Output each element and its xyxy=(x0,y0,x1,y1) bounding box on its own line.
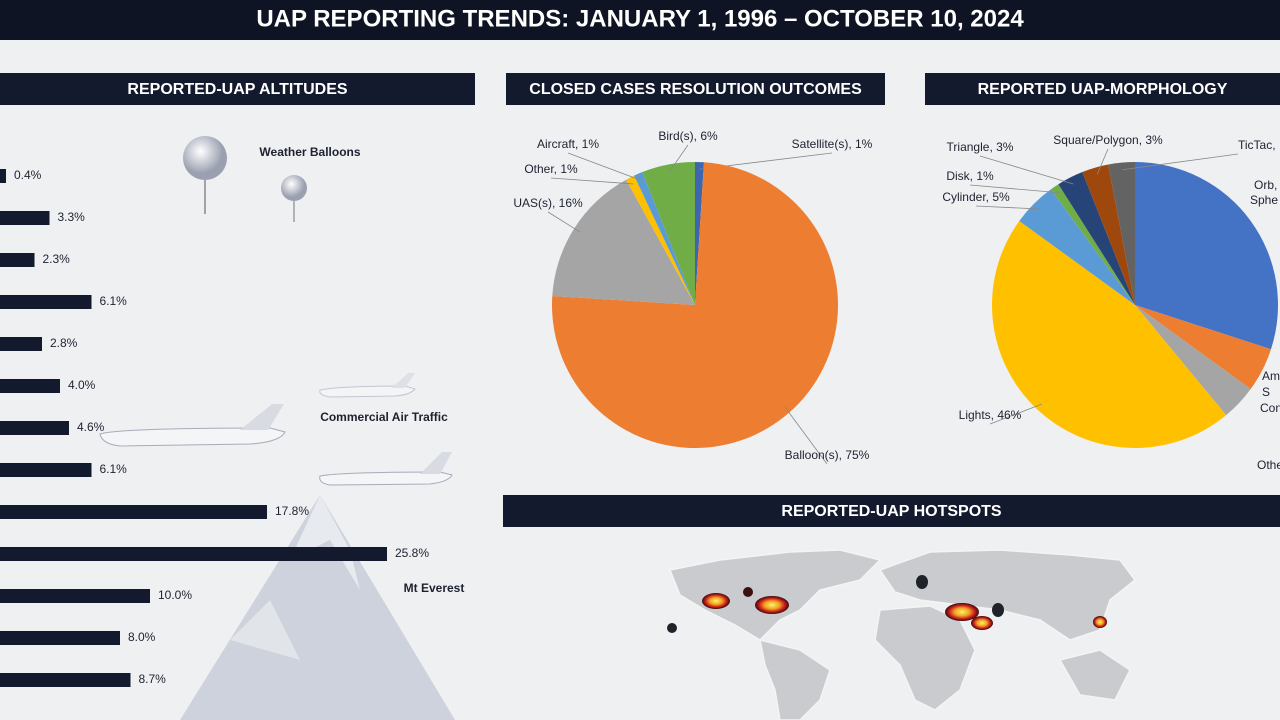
pie-slice xyxy=(1135,305,1272,390)
value-label: 17.8% xyxy=(275,504,309,518)
annotation: S xyxy=(1262,385,1270,399)
panel-title: REPORTED UAP-MORPHOLOGY xyxy=(978,81,1228,98)
bar xyxy=(0,295,92,309)
bar xyxy=(0,589,150,603)
slice-label: Balloon(s), 75% xyxy=(785,448,870,462)
slice-label: Bird(s), 6% xyxy=(658,129,718,143)
pie-slice xyxy=(634,172,695,305)
leader-line xyxy=(669,144,689,172)
slice-label: UAS(s), 16% xyxy=(513,196,583,210)
panel-header xyxy=(503,495,1280,527)
panel-title: CLOSED CASES RESOLUTION OUTCOMES xyxy=(529,81,862,98)
value-label: 8.7% xyxy=(139,672,167,686)
value-label: 8.0% xyxy=(128,630,156,644)
leader-line xyxy=(1122,153,1239,171)
bar xyxy=(0,211,50,225)
value-label: 25.8% xyxy=(395,546,429,560)
bar xyxy=(0,463,92,477)
slice-label: TicTac, xyxy=(1238,138,1276,152)
leader-line xyxy=(567,152,642,181)
bar xyxy=(0,169,6,183)
pie-slice xyxy=(1135,162,1279,350)
annotation: Con xyxy=(1260,401,1280,415)
pie-slice xyxy=(552,162,838,449)
value-label: 4.0% xyxy=(68,378,96,392)
pie-slice xyxy=(626,175,695,305)
value-label: 4.6% xyxy=(77,420,105,434)
leader-line xyxy=(989,403,1043,425)
slice-label: Aircraft, 1% xyxy=(537,137,599,151)
bar xyxy=(0,421,69,435)
pie-slice xyxy=(642,162,695,305)
leader-line xyxy=(969,184,1059,194)
world-map xyxy=(668,549,1137,720)
slice-label: Square/Polygon, 3% xyxy=(1053,133,1163,147)
slice-label: Lights, 46% xyxy=(959,408,1022,422)
panel-header xyxy=(0,73,475,105)
slice-label: Disk, 1% xyxy=(946,169,994,183)
page-title: UAP REPORTING TRENDS: JANUARY 1, 1996 – … xyxy=(256,5,1024,32)
leader-line xyxy=(979,155,1074,185)
pie-slice xyxy=(1108,162,1135,305)
pie-slice xyxy=(695,162,704,305)
title-bar xyxy=(0,0,1280,40)
leader-line xyxy=(550,177,634,185)
slice-label: Satellite(s), 1% xyxy=(792,137,873,151)
annotation: Mt Everest xyxy=(404,581,465,595)
value-label: 0.4% xyxy=(14,168,42,182)
hotspots xyxy=(667,575,1107,633)
bar xyxy=(0,547,387,561)
slice-label: Other, 1% xyxy=(524,162,578,176)
pie-slice xyxy=(1082,164,1135,305)
pie-slice xyxy=(1058,172,1135,305)
annotation: Sphe xyxy=(1250,193,1278,207)
value-label: 2.8% xyxy=(50,336,78,350)
annotation: Othe xyxy=(1257,458,1280,472)
panel-title: REPORTED-UAP ALTITUDES xyxy=(127,81,347,98)
pie-slice xyxy=(1050,184,1135,305)
leader-line xyxy=(784,406,828,465)
leader-line xyxy=(547,211,581,233)
bar xyxy=(0,337,42,351)
leader-line xyxy=(1096,148,1109,175)
annotation: Weather Balloons xyxy=(259,145,360,159)
value-label: 3.3% xyxy=(58,210,86,224)
value-label: 6.1% xyxy=(100,462,128,476)
pie-slice xyxy=(991,220,1227,448)
pie-slice xyxy=(1135,305,1251,416)
slice-label: Triangle, 3% xyxy=(947,140,1014,154)
value-label: 2.3% xyxy=(43,252,71,266)
value-label: 6.1% xyxy=(100,294,128,308)
pie-slice xyxy=(1019,189,1135,305)
bar xyxy=(0,631,120,645)
leader-line xyxy=(975,205,1039,210)
slice-label: Cylinder, 5% xyxy=(942,190,1010,204)
illustrations xyxy=(99,136,455,720)
panel-title: REPORTED-UAP HOTSPOTS xyxy=(781,503,1002,520)
annotation: Orb, xyxy=(1254,178,1277,192)
bar xyxy=(0,379,60,393)
value-label: 10.0% xyxy=(158,588,192,602)
bar xyxy=(0,253,35,267)
annotation: Commercial Air Traffic xyxy=(320,410,448,424)
pie-slice xyxy=(552,179,695,305)
bar xyxy=(0,505,267,519)
panel-header xyxy=(506,73,885,105)
bar xyxy=(0,673,131,687)
annotation: Am xyxy=(1262,369,1280,383)
panel-header xyxy=(925,73,1280,105)
